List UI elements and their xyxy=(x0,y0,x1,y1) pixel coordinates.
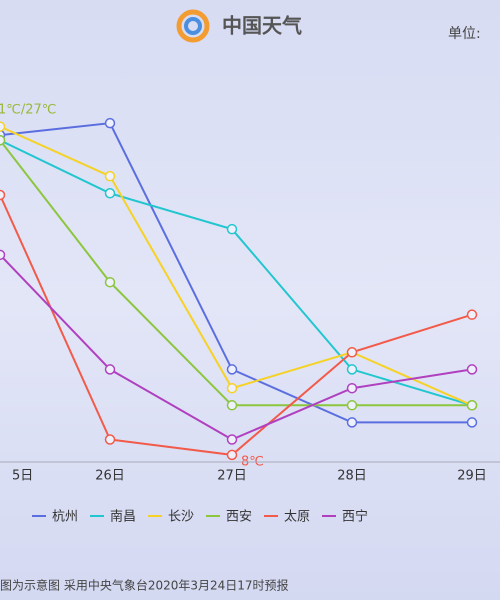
annotation: 1℃/27℃ xyxy=(0,103,56,118)
data-point xyxy=(104,276,116,288)
data-point xyxy=(104,117,116,129)
data-point xyxy=(0,189,6,201)
data-point xyxy=(226,364,238,375)
data-point xyxy=(226,434,238,445)
x-tick-label: 28日 xyxy=(337,469,367,484)
data-point xyxy=(226,400,238,411)
data-point xyxy=(0,135,6,146)
data-point xyxy=(104,170,116,182)
chart-title: 中国天气 xyxy=(222,14,302,38)
legend-label: 太原 xyxy=(284,510,310,525)
data-point xyxy=(346,400,358,411)
data-point xyxy=(104,364,116,375)
data-point xyxy=(346,364,358,375)
legend-label: 西宁 xyxy=(342,509,368,525)
unit-label: 单位: xyxy=(448,26,481,42)
legend-label: 杭州 xyxy=(52,510,78,525)
data-point xyxy=(104,434,116,445)
data-point xyxy=(226,449,238,461)
logo xyxy=(176,9,210,43)
legend-label: 长沙 xyxy=(168,510,194,525)
x-tick-label: 26日 xyxy=(95,469,125,484)
data-point xyxy=(466,417,478,428)
x-tick-label: 27日 xyxy=(217,469,247,484)
data-point xyxy=(226,223,238,235)
data-point xyxy=(466,400,478,411)
legend-label: 南昌 xyxy=(110,509,136,525)
data-point xyxy=(346,382,358,394)
footer: 图为示意图 采用中央气象台2020年3月24日17时预报 xyxy=(0,578,289,593)
x-tick-label: 29日 xyxy=(457,469,487,484)
legend-label: 西安 xyxy=(226,510,252,525)
x-tick-label: 5日 xyxy=(12,469,33,484)
data-point xyxy=(466,309,478,320)
data-point xyxy=(346,347,358,358)
data-point xyxy=(346,417,358,428)
data-point xyxy=(104,188,116,199)
data-point xyxy=(466,364,478,375)
data-point xyxy=(0,249,6,261)
data-point xyxy=(0,121,6,132)
data-point xyxy=(226,382,238,394)
